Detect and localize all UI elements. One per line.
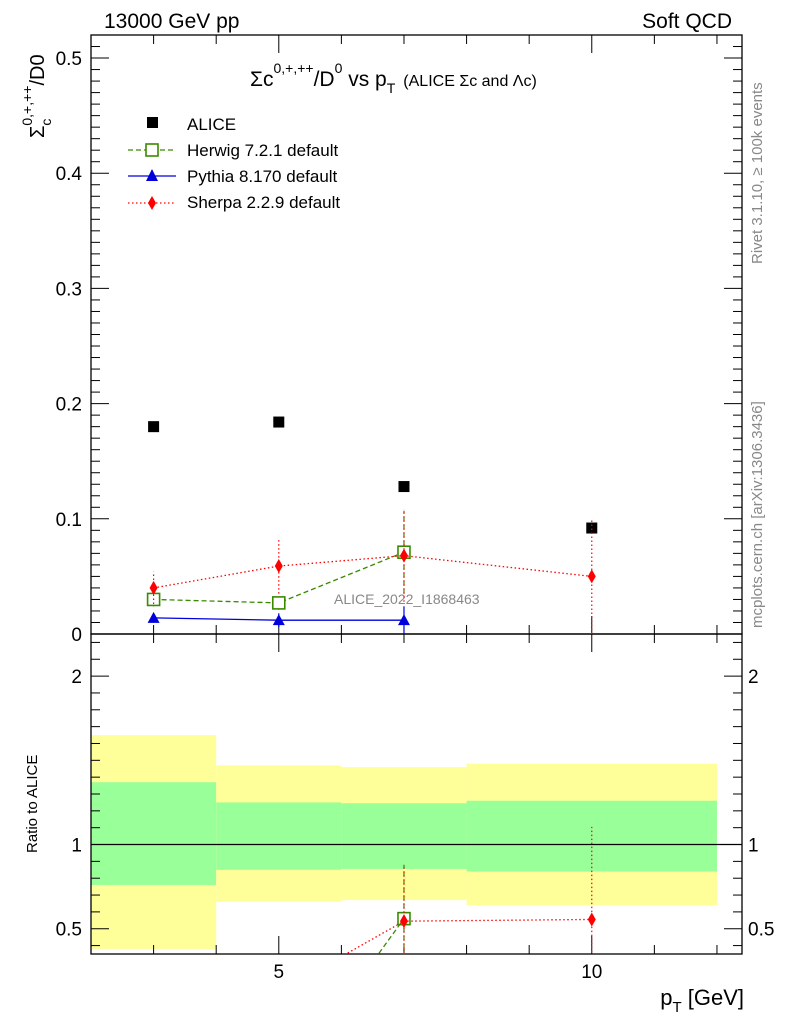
legend-sherpa-label: Sherpa 2.2.9 default — [187, 193, 340, 212]
y-tick-label: 0.1 — [56, 510, 82, 531]
ratio-y-tick-labels: 0.5 1 2 0.5 1 2 — [56, 667, 775, 941]
legend-pythia-marker — [146, 169, 158, 181]
header-right: Soft QCD — [642, 10, 732, 33]
pythia-point — [272, 614, 285, 626]
sherpa-series-line — [153, 555, 592, 589]
sherpa-point — [149, 580, 158, 595]
ratio-band-inner — [216, 802, 342, 870]
main-data-layer — [146, 416, 598, 634]
ratio-y-tick-label-left: 2 — [71, 667, 82, 688]
header-left: 13000 GeV pp — [104, 10, 239, 33]
sherpa-ratio-line — [344, 918, 592, 954]
ratio-y-tick-label-right: 1 — [748, 836, 759, 857]
legend-alice-label: ALICE — [187, 115, 236, 134]
y-tick-label: 0.3 — [56, 279, 82, 300]
herwig-point — [271, 596, 286, 610]
y-tick-label: 0.2 — [56, 395, 82, 416]
analysis-watermark: ALICE_2022_I1868463 — [334, 591, 480, 607]
ratio-band-inner — [341, 803, 467, 869]
legend: ALICE Herwig 7.2.1 default Pythia 8.170 … — [128, 115, 340, 212]
herwig-series-line — [153, 551, 405, 604]
alice-point — [148, 421, 160, 433]
legend-pythia-label: Pythia 8.170 default — [187, 167, 338, 186]
legend-herwig-marker — [145, 143, 159, 157]
herwig-ratio-line — [377, 918, 405, 954]
ratio-y-tick-label-left: 1 — [71, 836, 82, 857]
chart-title: Σc0,+,++/D0 vs pT (ALICE Σc and Λc) — [250, 60, 537, 96]
sherpa-point — [274, 559, 283, 574]
mcplots-label: mcplots.cern.ch [arXiv:1306.3436] — [749, 401, 766, 628]
y-tick-label: 0.4 — [56, 164, 83, 185]
ratio-y-tick-label-left: 0.5 — [56, 920, 82, 941]
ratio-band-inner — [91, 782, 217, 885]
sherpa-ratio-point — [587, 912, 596, 927]
main-y-tick-labels: 0 0.1 0.2 0.3 0.4 0.5 — [56, 49, 83, 646]
legend-sherpa-marker — [148, 196, 156, 210]
x-tick-label: 10 — [581, 962, 602, 983]
sherpa-point — [399, 548, 408, 563]
alice-point — [398, 481, 410, 493]
main-y-axis-label: Σc0,+,++/D0 — [19, 54, 54, 138]
ratio-y-axis-label: Ratio to ALICE — [24, 755, 41, 853]
pythia-point — [147, 611, 160, 623]
legend-alice-marker — [147, 117, 158, 128]
x-tick-label: 5 — [273, 962, 284, 983]
pythia-point — [397, 614, 410, 626]
legend-herwig-label: Herwig 7.2.1 default — [187, 141, 338, 160]
alice-point — [273, 416, 285, 428]
y-tick-label: 0 — [71, 625, 82, 646]
ratio-data-layer — [344, 826, 596, 954]
ratio-y-tick-label-right: 2 — [748, 667, 759, 688]
x-tick-labels: 5 10 — [273, 962, 602, 983]
rivet-label: Rivet 3.1.10, ≥ 100k events — [749, 82, 766, 264]
x-axis-label: pT [GeV] — [660, 985, 744, 1016]
sherpa-point — [587, 569, 596, 584]
sherpa-ratio-point — [399, 914, 408, 929]
ratio-y-tick-label-right: 0.5 — [748, 920, 774, 941]
alice-point — [586, 522, 598, 534]
axis-ticks — [90, 34, 742, 954]
y-tick-label: 0.5 — [56, 49, 82, 70]
